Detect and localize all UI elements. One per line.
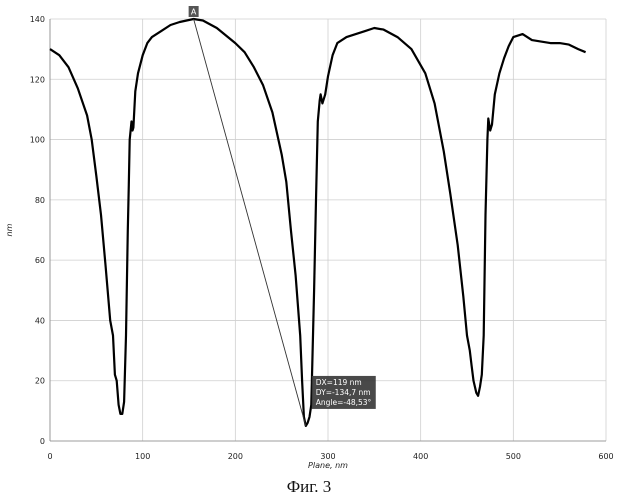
marker-a-label: A [191, 8, 197, 17]
y-tick-label: 100 [30, 136, 45, 145]
figure-caption: Фиг. 3 [287, 477, 332, 496]
y-tick-label: 60 [35, 256, 45, 265]
measurement-angle: Angle=-48,53° [316, 398, 372, 407]
y-tick-label: 40 [35, 316, 45, 325]
x-tick-label: 0 [47, 452, 52, 461]
y-tick-label: 140 [30, 15, 45, 24]
y-tick-label: 0 [40, 437, 45, 446]
series-group [50, 19, 586, 426]
measurement-dx: DX=119 nm [316, 378, 362, 387]
measurement-tooltip: DX=119 nm DY=-134,7 nm Angle=-48,53° [312, 376, 376, 409]
y-tick-label: 20 [35, 377, 45, 386]
y-axis-label: nm [5, 223, 14, 236]
x-tick-label: 300 [320, 452, 335, 461]
measurement-group [194, 19, 306, 426]
y-tick-label: 120 [30, 75, 45, 84]
series-line-0 [50, 19, 586, 426]
x-tick-label: 500 [506, 452, 521, 461]
x-tick-labels: 0 100 200 300 400 500 600 [47, 452, 613, 461]
y-tick-labels: 0 20 40 60 80 100 120 140 [30, 15, 45, 446]
measurement-dy: DY=-134,7 nm [316, 388, 371, 397]
y-tick-label: 80 [35, 196, 45, 205]
measurement-line [194, 19, 306, 426]
marker-a[interactable]: A [189, 6, 199, 17]
x-axis-label: Plane, nm [308, 461, 348, 470]
x-tick-label: 400 [413, 452, 428, 461]
x-tick-label: 200 [228, 452, 243, 461]
x-tick-label: 100 [135, 452, 150, 461]
x-tick-label: 600 [598, 452, 613, 461]
